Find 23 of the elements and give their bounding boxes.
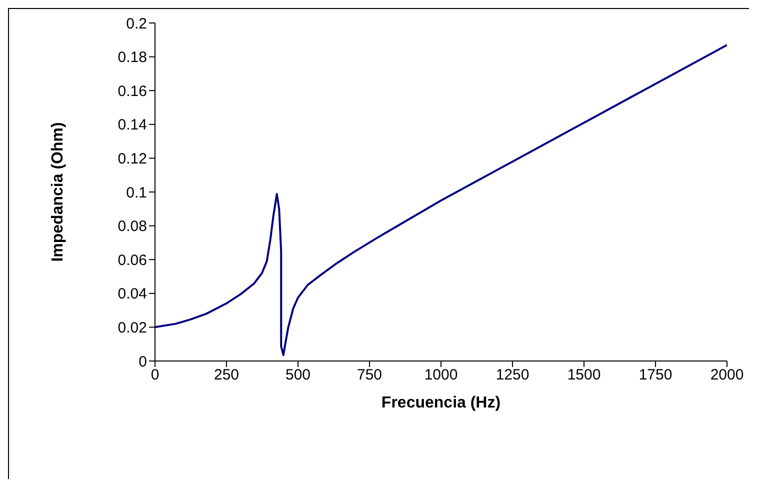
x-tick-label: 2000 bbox=[710, 366, 744, 384]
x-axis-title: Frecuencia (Hz) bbox=[381, 394, 501, 412]
x-tick-label: 500 bbox=[285, 366, 311, 384]
y-tick-label: 0.14 bbox=[118, 116, 147, 134]
y-tick-label: 0 bbox=[138, 353, 147, 370]
y-tick-label: 0.12 bbox=[118, 150, 147, 168]
y-tick-label: 0.16 bbox=[118, 82, 147, 100]
y-tick-label: 0.08 bbox=[118, 218, 147, 236]
y-tick-label: 0.06 bbox=[118, 252, 147, 269]
y-tick-label: 0.02 bbox=[118, 320, 147, 337]
x-tick-label: 1750 bbox=[638, 366, 672, 384]
y-axis-title: Impedancia (Ohm) bbox=[50, 122, 67, 262]
y-tick-label: 0.04 bbox=[118, 286, 147, 303]
x-tick-label: 1000 bbox=[424, 366, 458, 384]
x-tick-label: 1250 bbox=[496, 366, 530, 384]
x-tick-label: 1500 bbox=[567, 366, 601, 384]
x-tick-label: 750 bbox=[356, 366, 382, 384]
x-tick-label: 250 bbox=[214, 366, 240, 384]
y-tick-label: 0.2 bbox=[126, 15, 147, 32]
y-tick-label: 0.1 bbox=[126, 184, 147, 202]
x-tick-label: 0 bbox=[150, 366, 160, 384]
line-series bbox=[155, 44, 727, 356]
y-tick-label: 0.18 bbox=[118, 49, 147, 66]
